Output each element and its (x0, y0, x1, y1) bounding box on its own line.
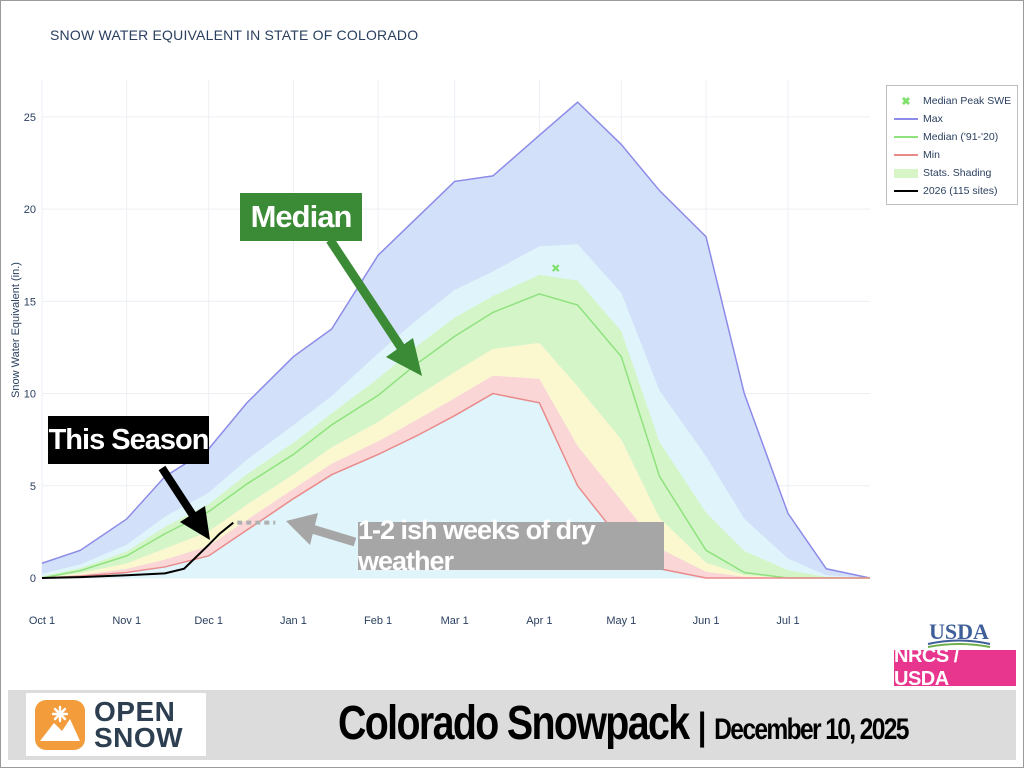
usda-logo: USDA (927, 619, 991, 648)
legend-item-season[interactable]: 2026 (115 sites) (893, 182, 1017, 200)
dry-arrow-head (286, 513, 318, 545)
line-swatch-icon (894, 154, 918, 156)
legend-item-median[interactable]: Median ('91-'20) (893, 128, 1017, 146)
x-marker-icon: ✖ (901, 95, 911, 108)
legend-label: Median ('91-'20) (923, 131, 999, 143)
legend-label: Max (923, 113, 943, 125)
brand-word-snow: SNOW (94, 721, 184, 753)
median-arrow-shaft (326, 237, 408, 355)
tick-layer: 0 5 10 15 20 25 Oct 1 Nov 1 Dec 1 Jan 1 Feb 1 Mar 1… (24, 112, 800, 627)
footer-bar: OPEN SNOW Colorado Snowpack | December 1… (8, 690, 1016, 760)
x-tick-label: Nov 1 (112, 615, 141, 627)
legend-item-min[interactable]: Min (893, 146, 1017, 164)
x-tick-label: Apr 1 (526, 615, 552, 627)
opensnow-brand[interactable]: OPEN SNOW (26, 693, 206, 756)
nrcs-usda-badge: NRCS / USDA (894, 645, 1016, 690)
line-swatch-icon (894, 118, 918, 120)
y-tick-label: 0 (30, 573, 36, 585)
line-swatch-icon (894, 136, 918, 138)
y-axis-label: Snow Water Equivalent (in.) (10, 262, 22, 398)
legend-label: Stats. Shading (923, 167, 992, 179)
line-swatch-icon (894, 190, 918, 192)
x-tick-label: Jan 1 (280, 615, 307, 627)
median-callout: Median (240, 193, 362, 241)
arrow-layer (158, 237, 422, 547)
legend: ✖ Median Peak SWE Max Median ('91-'20) M… (886, 85, 1018, 205)
lower-quartile-band (42, 342, 870, 578)
x-tick-label: Mar 1 (441, 615, 469, 627)
swe-chart: 0 5 10 15 20 25 Oct 1 Nov 1 Dec 1 Jan 1 Feb 1 Mar 1… (10, 80, 871, 627)
y-tick-label: 20 (24, 204, 36, 216)
series-line-min (41, 392, 870, 579)
y-tick-label: 15 (24, 296, 36, 308)
legend-item-shading[interactable]: Stats. Shading (893, 164, 1017, 182)
legend-label: Min (923, 149, 940, 161)
y-tick-label: 10 (24, 389, 36, 401)
series-line-max (41, 101, 871, 579)
median-arrow-head (386, 338, 422, 376)
footer-separator: | (697, 706, 707, 748)
series-line-2026-115-sites- (41, 521, 234, 579)
footer-title: Colorado Snowpack | December 10, 2025 (338, 696, 909, 751)
x-tick-label: Jun 1 (693, 615, 720, 627)
legend-label: 2026 (115 sites) (923, 185, 998, 197)
footer-title-text: Colorado Snowpack (338, 697, 690, 750)
legend-item-median-peak[interactable]: ✖ Median Peak SWE (893, 92, 1017, 110)
x-tick-label: Oct 1 (29, 615, 55, 627)
brand-word-open: OPEN (94, 695, 176, 727)
median-band (42, 274, 870, 578)
x-tick-label: Feb 1 (364, 615, 392, 627)
legend-label: Median Peak SWE (923, 95, 1012, 107)
series-line-median-91-20- (41, 293, 870, 579)
band-layer (42, 102, 870, 578)
season-arrow-shaft (158, 465, 200, 523)
footer-date: December 10, 2025 (714, 713, 909, 746)
median-peak-marker (551, 264, 560, 272)
dry-arrow-shaft (310, 524, 357, 547)
opensnow-logo-icon (35, 699, 85, 750)
lower-decile-band (42, 375, 870, 578)
y-tick-label: 25 (24, 112, 36, 124)
x-tick-label: Dec 1 (194, 615, 223, 627)
x-tick-label: May 1 (606, 615, 636, 627)
dry-weather-callout: 1-2 ish weeks of dry weather (358, 515, 664, 576)
this-season-callout: This Season (48, 416, 209, 464)
line-layer (41, 101, 871, 579)
season-arrow-head (180, 506, 210, 540)
chart-title: SNOW WATER EQUIVALENT IN STATE OF COLORA… (50, 27, 419, 43)
y-tick-label: 5 (30, 481, 36, 493)
x-tick-label: Jul 1 (776, 615, 799, 627)
shade-swatch-icon (894, 168, 918, 178)
legend-item-max[interactable]: Max (893, 110, 1017, 128)
